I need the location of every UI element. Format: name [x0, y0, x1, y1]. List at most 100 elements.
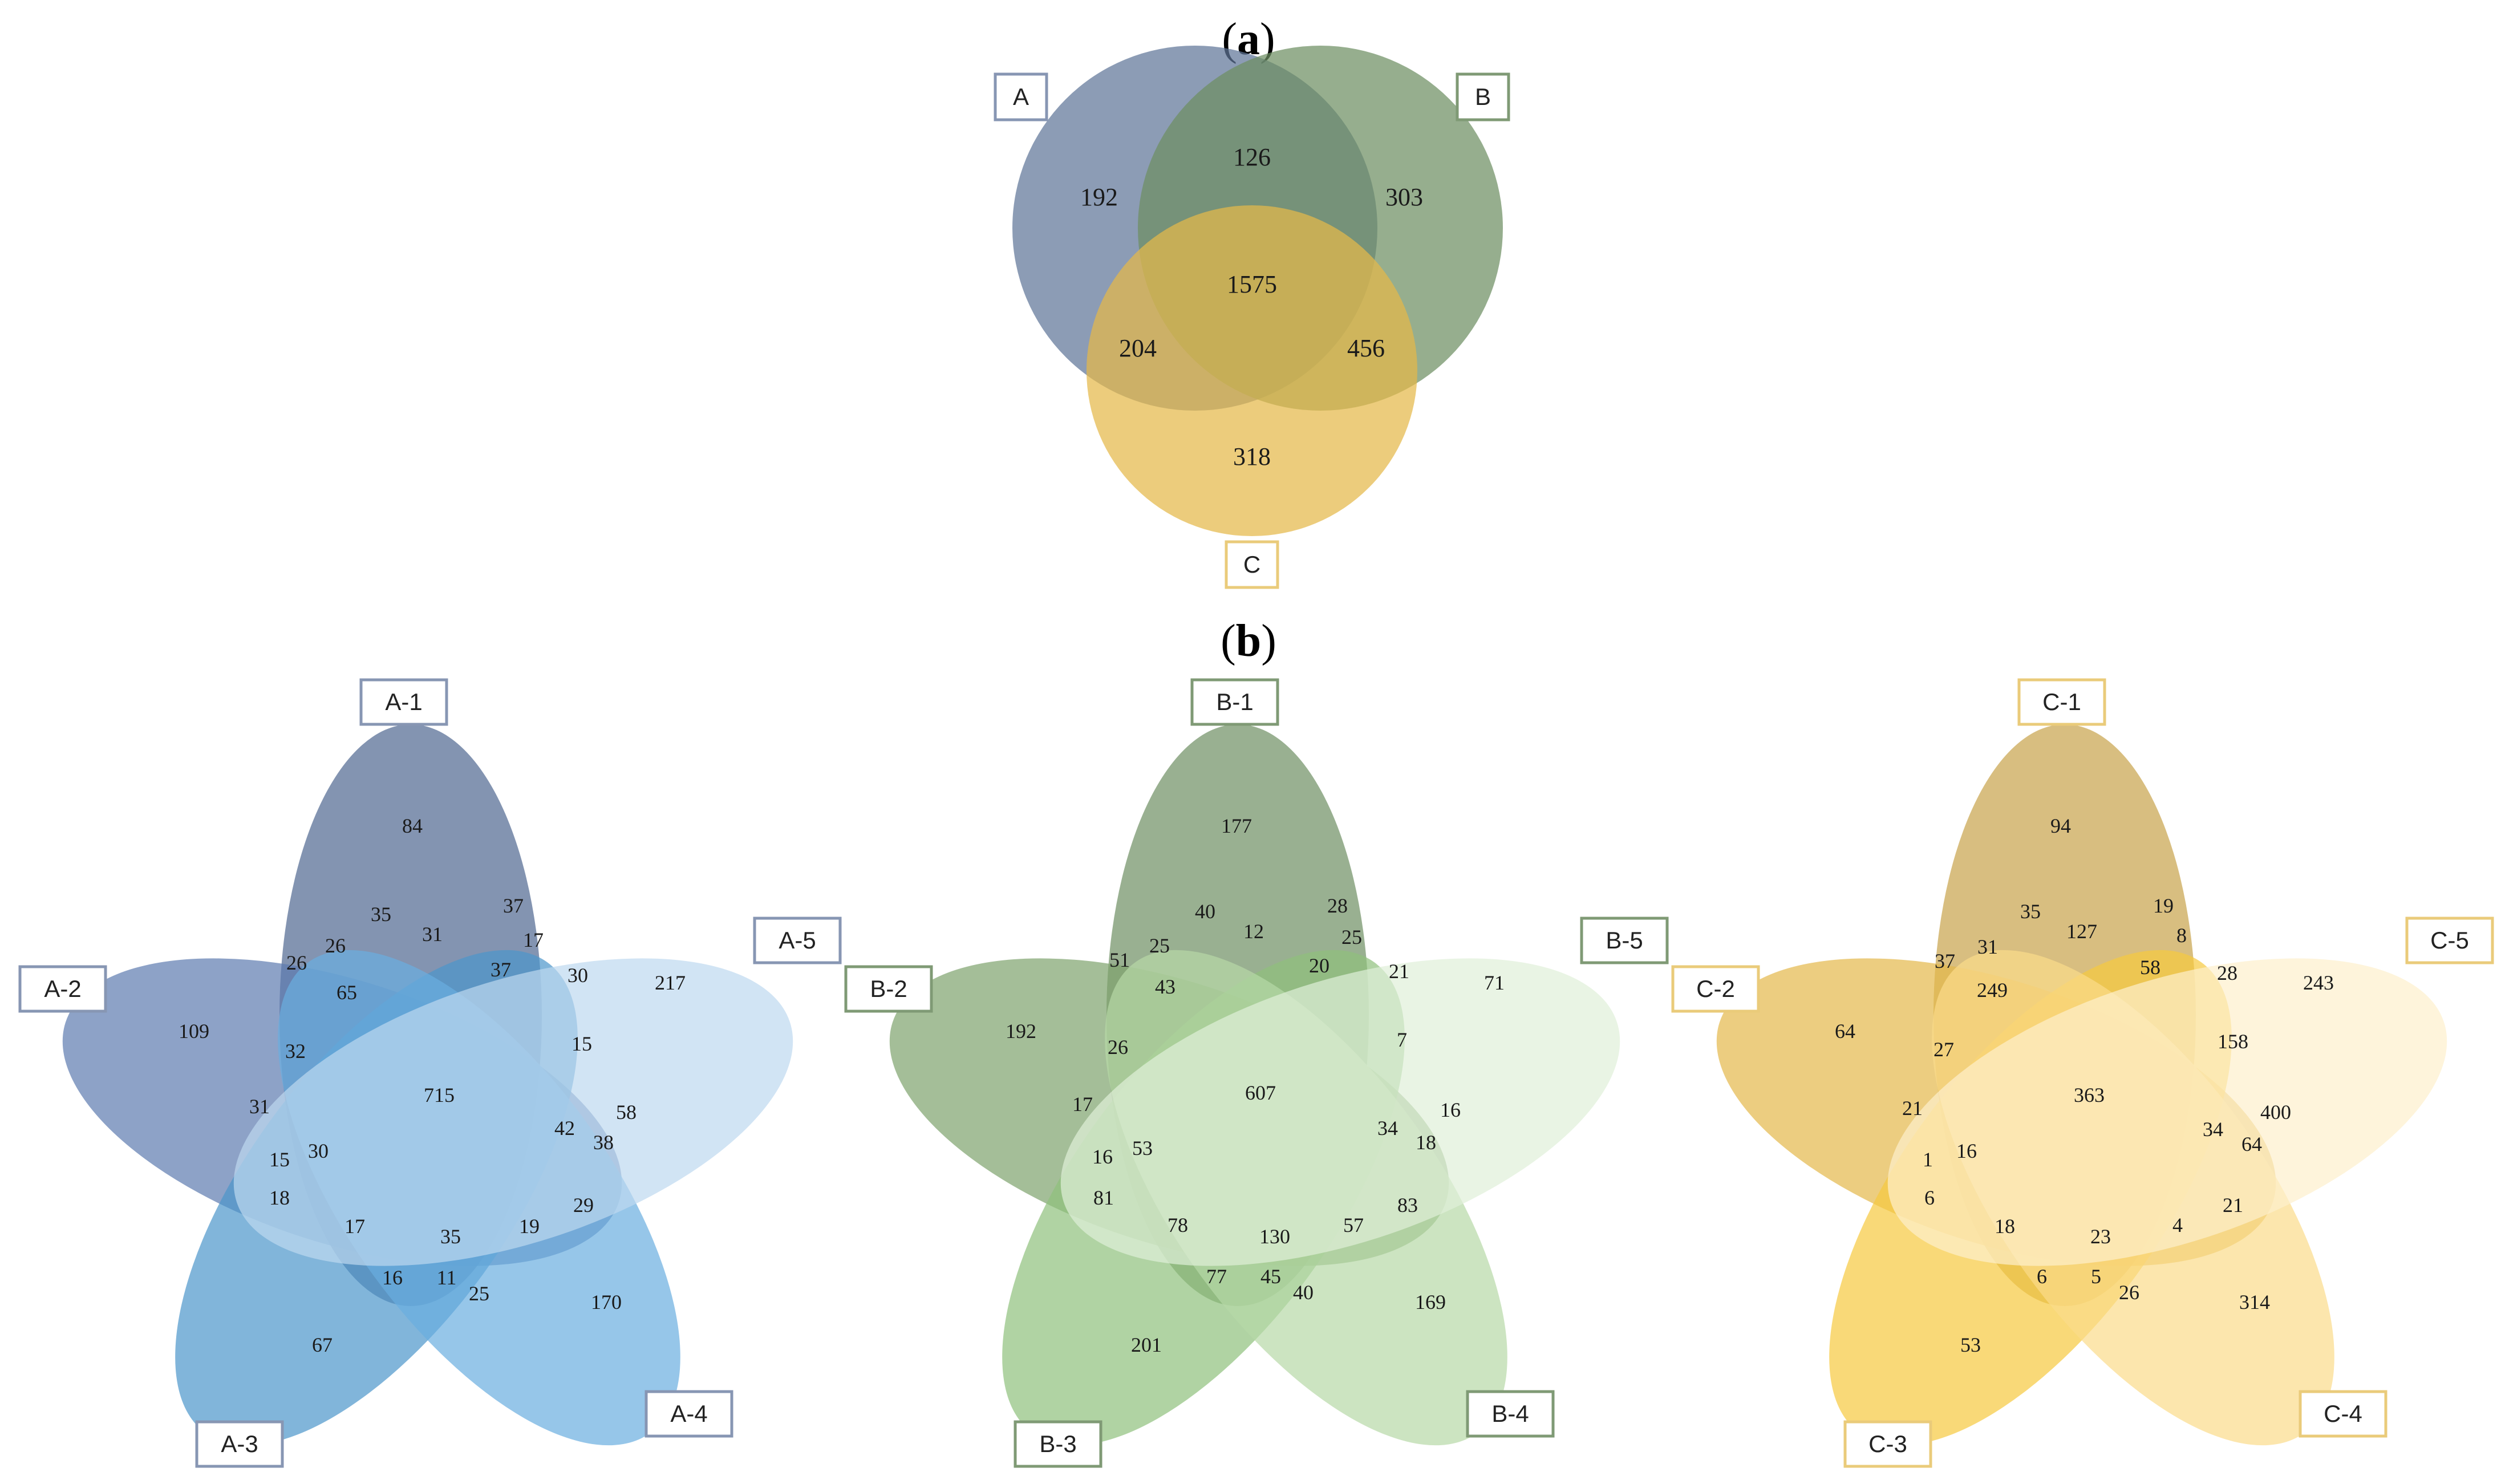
svg-text:C-1: C-1 — [2042, 688, 2081, 715]
flower-b-value: 17 — [1072, 1093, 1093, 1116]
flower-c-value: 1 — [1923, 1148, 1933, 1171]
svg-text:A-4: A-4 — [670, 1400, 707, 1427]
flower-c-value: 34 — [2203, 1118, 2223, 1141]
flower-b-value: 40 — [1293, 1281, 1314, 1304]
flower-b-value: 77 — [1206, 1265, 1227, 1288]
flower-c-value: 21 — [1902, 1097, 1923, 1120]
svg-text:B-1: B-1 — [1216, 688, 1253, 715]
label-b-3: B-3 — [1014, 1420, 1102, 1468]
flower-b-value: 45 — [1260, 1265, 1281, 1288]
flower-b-value: 83 — [1397, 1194, 1418, 1217]
flower-a-value: 32 — [285, 1040, 306, 1063]
petal-a-5 — [233, 958, 793, 1266]
flower-b-value: 21 — [1389, 960, 1409, 983]
flower-a-value: 30 — [308, 1140, 329, 1162]
label-b-2: B-2 — [844, 965, 933, 1013]
flower-a-value: 84 — [402, 814, 423, 837]
flower-b-value: 12 — [1243, 920, 1264, 943]
flower-a-value: 25 — [469, 1282, 489, 1305]
flower-a-value: 58 — [616, 1101, 637, 1124]
flower-b-value: 201 — [1131, 1333, 1162, 1356]
flower-c-value: 18 — [1995, 1215, 2015, 1238]
svg-text:B-2: B-2 — [870, 975, 907, 1002]
flower-a-value: 38 — [593, 1131, 614, 1154]
flower-b-value: 57 — [1343, 1214, 1364, 1236]
flower-b-value: 81 — [1093, 1186, 1114, 1209]
flower-a-value: 17 — [344, 1215, 365, 1238]
flower-b-value: 78 — [1168, 1214, 1188, 1236]
panel-b-tag: (b) — [1221, 616, 1276, 666]
flower-a-value: 15 — [571, 1032, 592, 1055]
flower-b-value: 26 — [1108, 1036, 1128, 1059]
svg-text:B-4: B-4 — [1491, 1400, 1529, 1427]
petal-b-5 — [1060, 958, 1620, 1266]
flower-c-value: 19 — [2153, 894, 2174, 917]
flower-a-value: 65 — [337, 981, 357, 1004]
label-c-5: C-5 — [2405, 917, 2494, 964]
petal-c-5 — [1887, 958, 2447, 1266]
svg-text:A-2: A-2 — [44, 975, 81, 1002]
flower-c-value: 94 — [2050, 814, 2071, 837]
flower-diagram-b: B-1 B-2 B-3 B-4 B-5 177 192 201 169 71 4… — [844, 678, 1669, 1468]
panel-a-tag: (a) — [1222, 14, 1275, 64]
flower-a-value: 31 — [249, 1095, 270, 1118]
flower-b-value: 16 — [1092, 1145, 1113, 1168]
flower-b-value: 169 — [1415, 1291, 1446, 1313]
label-c-2: C-2 — [1671, 965, 1760, 1013]
flower-b-value: 130 — [1259, 1225, 1290, 1248]
set-c-circle — [1087, 205, 1417, 536]
panel-a: (a) A B C 192 303 318 126 204 456 1575 — [994, 14, 1510, 589]
panel-b: (b) A-1 A-2 A-3 A-4 A-5 84 109 67 170 21… — [18, 616, 2494, 1468]
flower-a-value: 31 — [422, 923, 443, 946]
flower-b-value: 25 — [1149, 934, 1170, 957]
svg-text:B-3: B-3 — [1039, 1430, 1076, 1457]
flower-a-value: 30 — [568, 964, 588, 987]
count-b-only: 303 — [1385, 183, 1423, 211]
flower-b-value: 16 — [1440, 1098, 1461, 1121]
flower-b-value: 192 — [1006, 1020, 1036, 1043]
flower-c-value: 400 — [2260, 1101, 2291, 1124]
set-a-label: A — [994, 72, 1048, 121]
flower-c-value: 64 — [1835, 1020, 1855, 1043]
flower-a-value: 19 — [519, 1215, 540, 1238]
flower-b-value: 71 — [1484, 971, 1505, 994]
flower-c-value: 5 — [2091, 1265, 2101, 1288]
flower-a-value: 17 — [523, 928, 544, 951]
count-a-b-c: 1575 — [1227, 270, 1277, 298]
set-b-label: B — [1456, 72, 1510, 121]
flower-a-value: 29 — [573, 1194, 594, 1217]
flower-a-value: 109 — [179, 1020, 209, 1043]
flower-c-value: 37 — [1935, 950, 1955, 972]
flower-b-value: 34 — [1377, 1117, 1398, 1140]
flower-b-value: 25 — [1341, 926, 1362, 948]
flower-c-value: 28 — [2217, 962, 2237, 984]
label-b-5: B-5 — [1580, 917, 1669, 964]
label-a-2: A-2 — [18, 965, 107, 1013]
flower-a-value: 37 — [491, 958, 511, 981]
svg-text:C: C — [1243, 551, 1260, 578]
flower-a-value: 170 — [591, 1291, 622, 1313]
flower-c-value: 249 — [1977, 979, 2008, 1002]
flower-a-value: 67 — [312, 1333, 333, 1356]
flower-c-value: 35 — [2020, 900, 2041, 923]
set-c-label: C — [1225, 540, 1279, 589]
flower-c-value: 243 — [2303, 971, 2334, 994]
count-b-c: 456 — [1347, 334, 1385, 362]
label-b-1: B-1 — [1190, 678, 1279, 726]
flower-b-value: 20 — [1309, 954, 1329, 977]
flower-c-value: 23 — [2090, 1225, 2111, 1248]
flower-a-value: 16 — [382, 1266, 403, 1289]
flower-a-value: 715 — [424, 1084, 455, 1106]
flower-c-value: 53 — [1960, 1333, 1981, 1356]
flower-b-value: 43 — [1155, 975, 1175, 998]
flower-b-value: 53 — [1132, 1137, 1153, 1159]
flower-a-value: 26 — [325, 934, 346, 957]
svg-text:C-5: C-5 — [2430, 927, 2469, 954]
flower-a-value: 35 — [440, 1225, 461, 1248]
flower-c-value: 6 — [1924, 1186, 1935, 1209]
flower-c-value: 363 — [2074, 1084, 2105, 1106]
svg-text:A-1: A-1 — [385, 688, 422, 715]
flower-a-value: 35 — [371, 903, 391, 926]
svg-text:C-4: C-4 — [2324, 1400, 2362, 1427]
label-c-4: C-4 — [2299, 1390, 2387, 1438]
